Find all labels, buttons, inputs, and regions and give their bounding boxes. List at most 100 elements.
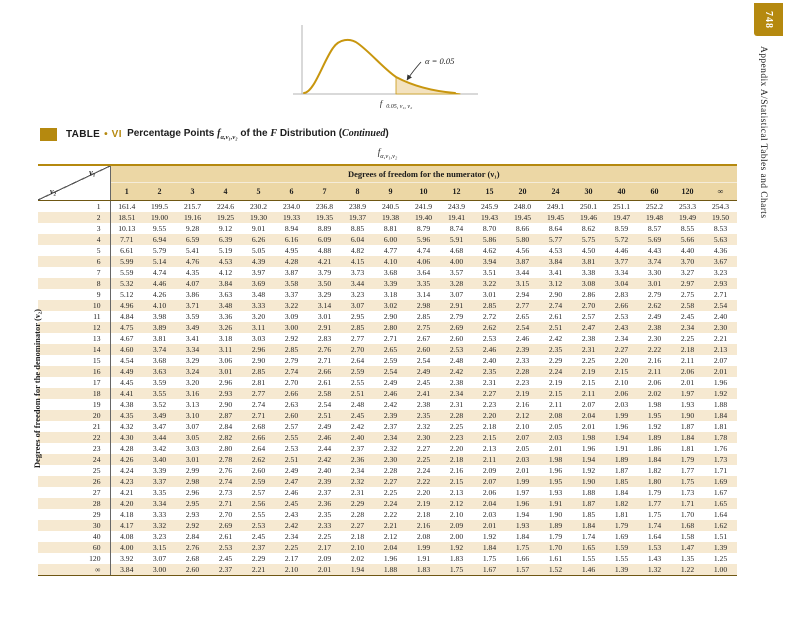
table-row: 19 4.38 3.52 3.13 2.90 2.74 2.63 2.54 2.48 2.42 2.… bbox=[38, 399, 737, 410]
f-value-cell: 3.02 bbox=[383, 300, 398, 310]
f-value-cell: 3.01 bbox=[185, 454, 200, 464]
table-row: 17 4.45 3.59 3.20 2.96 2.81 2.70 2.61 2.55 2.49 2.… bbox=[38, 377, 737, 388]
f-value-cell: 1.51 bbox=[713, 531, 728, 541]
f-value-cell: 19.46 bbox=[579, 212, 598, 222]
f-value-cell: 2.71 bbox=[383, 333, 398, 343]
f-value-cell: 2.83 bbox=[317, 333, 332, 343]
f-value-cell: 5.77 bbox=[548, 234, 563, 244]
row-label: 12 bbox=[38, 322, 111, 333]
f-value-cell: 3.87 bbox=[284, 267, 299, 277]
row-label: 22 bbox=[38, 432, 111, 443]
f-value-cell: 2.22 bbox=[383, 509, 398, 519]
table-number: VI bbox=[111, 129, 123, 140]
f-value-cell: 2.40 bbox=[713, 311, 728, 321]
table-row: 24 4.26 3.40 3.01 2.78 2.62 2.51 2.42 2.36 2.30 2.… bbox=[38, 454, 737, 465]
f-value-cell: 3.74 bbox=[152, 344, 167, 354]
denominator-symbol: ν₂ bbox=[50, 187, 57, 196]
f-value-cell: 243.9 bbox=[447, 201, 466, 211]
f-value-cell: 8.59 bbox=[614, 223, 629, 233]
f-value-cell: 2.74 bbox=[218, 476, 233, 486]
f-value-cell: 4.38 bbox=[120, 399, 134, 409]
f-value-cell: 5.05 bbox=[251, 245, 266, 255]
f-value-cell: 2.82 bbox=[218, 432, 233, 442]
f-value-cell: 2.48 bbox=[350, 399, 365, 409]
f-value-cell: 2.54 bbox=[515, 322, 530, 332]
f-value-cell: 2.44 bbox=[317, 443, 332, 453]
f-value-cell: 1.52 bbox=[539, 564, 572, 576]
f-value-cell: 2.53 bbox=[284, 443, 299, 453]
f-value-cell: 1.98 bbox=[647, 399, 662, 409]
f-value-cell: 2.99 bbox=[185, 465, 200, 475]
f-value-cell: 2.42 bbox=[350, 421, 365, 431]
f-value-cell: 2.68 bbox=[185, 553, 200, 563]
f-value-cell: 2.16 bbox=[449, 465, 464, 475]
f-value-cell: 1.92 bbox=[713, 388, 728, 398]
f-value-cell: 2.98 bbox=[185, 476, 200, 486]
f-value-cell: 1.22 bbox=[671, 564, 704, 576]
f-value-cell: 2.02 bbox=[350, 553, 365, 563]
f-value-cell: 3.33 bbox=[152, 509, 167, 519]
f-value-cell: 1.43 bbox=[647, 553, 662, 563]
f-value-cell: 2.19 bbox=[581, 366, 596, 376]
f-value-cell: 3.57 bbox=[449, 267, 464, 277]
f-value-cell: 2.91 bbox=[449, 300, 464, 310]
f-value-cell: 2.17 bbox=[317, 542, 332, 552]
f-value-cell: 2.49 bbox=[647, 311, 662, 321]
f-value-cell: 2.07 bbox=[482, 476, 497, 486]
f-value-cell: 5.96 bbox=[416, 234, 431, 244]
f-value-cell: 3.74 bbox=[647, 256, 662, 266]
f-value-cell: 3.41 bbox=[185, 333, 200, 343]
column-header: 2 bbox=[143, 182, 176, 201]
f-value-cell: 2.76 bbox=[185, 542, 200, 552]
f-value-cell: 8.79 bbox=[416, 223, 431, 233]
f-value-cell: 254.3 bbox=[711, 201, 730, 211]
f-value-cell: 3.36 bbox=[218, 311, 233, 321]
f-value-cell: 3.07 bbox=[449, 289, 464, 299]
f-value-cell: 2.23 bbox=[515, 377, 530, 387]
f-value-cell: 2.16 bbox=[416, 520, 431, 530]
f-value-cell: 2.33 bbox=[515, 355, 530, 365]
f-value-cell: 2.96 bbox=[218, 377, 233, 387]
f-value-cell: 1.88 bbox=[713, 399, 728, 409]
f-value-cell: 2.66 bbox=[251, 432, 266, 442]
f-value-cell: 2.25 bbox=[317, 531, 332, 541]
f-value-cell: 4.15 bbox=[350, 256, 365, 266]
f-value-cell: 19.45 bbox=[546, 212, 565, 222]
f-value-cell: 2.18 bbox=[680, 344, 695, 354]
column-header: 3 bbox=[176, 182, 209, 201]
row-label: 30 bbox=[38, 520, 111, 531]
f-value-cell: 2.32 bbox=[416, 421, 431, 431]
f-value-cell: 2.80 bbox=[383, 322, 398, 332]
table-row: 8 5.32 4.46 4.07 3.84 3.69 3.58 3.50 3.44 3.39 3.3… bbox=[38, 278, 737, 289]
f-value-cell: 240.5 bbox=[381, 201, 400, 211]
f-value-cell: 2.24 bbox=[548, 366, 563, 376]
f-value-cell: 1.32 bbox=[638, 564, 671, 576]
f-value-cell: 1.90 bbox=[581, 476, 596, 486]
table-row: 2 18.51 19.00 19.16 19.25 19.30 19.33 19.35 19.3… bbox=[38, 212, 737, 223]
f-value-cell: 4.24 bbox=[120, 465, 134, 475]
f-value-cell: 2.45 bbox=[350, 410, 365, 420]
f-value-cell: 4.84 bbox=[120, 311, 134, 321]
alpha-shaded-region bbox=[395, 76, 461, 95]
f-value-cell: 2.04 bbox=[581, 410, 596, 420]
f-value-cell: 3.48 bbox=[251, 289, 266, 299]
f-value-cell: 4.26 bbox=[152, 289, 167, 299]
f-value-cell: 5.41 bbox=[185, 245, 200, 255]
f-value-cell: 4.95 bbox=[284, 245, 299, 255]
f-value-cell: 2.07 bbox=[713, 355, 728, 365]
row-label: 27 bbox=[38, 487, 111, 498]
row-label: 28 bbox=[38, 498, 111, 509]
f-value-cell: 6.00 bbox=[383, 234, 398, 244]
f-value-cell: 2.09 bbox=[449, 520, 464, 530]
f-value-cell: 3.40 bbox=[152, 454, 167, 464]
f-value-cell: 1.99 bbox=[515, 476, 530, 486]
f-value-cell: 3.50 bbox=[317, 278, 332, 288]
f-value-cell: 3.24 bbox=[185, 366, 200, 376]
f-value-cell: 4.53 bbox=[548, 245, 563, 255]
f-value-cell: 6.26 bbox=[251, 234, 266, 244]
f-value-cell: 3.15 bbox=[152, 542, 167, 552]
f-value-cell: 2.15 bbox=[581, 377, 596, 387]
f-value-cell: 1.99 bbox=[416, 542, 431, 552]
row-label: 3 bbox=[38, 223, 111, 234]
f-value-cell: 1.69 bbox=[713, 476, 728, 486]
